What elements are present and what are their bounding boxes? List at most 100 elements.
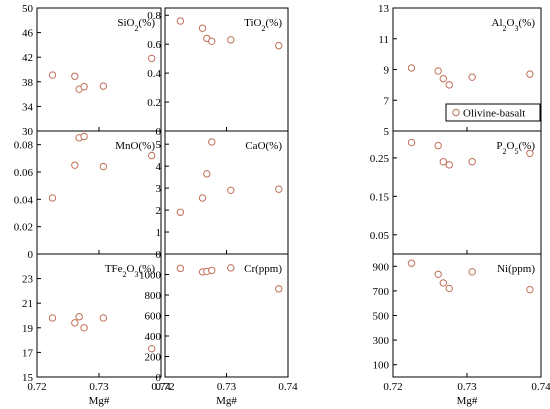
x-tick-label: 0.74 (278, 381, 298, 393)
data-point (275, 41, 283, 50)
panel-label: P2O5(%) (496, 140, 535, 156)
data-point (445, 81, 453, 89)
data-point (275, 285, 283, 293)
panel-al2o3: 5 7 9 11 13 Al2O3(%) Olivine-basalt (378, 3, 542, 138)
y-tick-label: 0.4 (147, 68, 161, 80)
panel-label: SiO2(%) (117, 17, 155, 33)
y-tick-label: 2 (156, 205, 162, 217)
data-point (208, 138, 216, 146)
data-point (48, 194, 57, 202)
y-tick-label: 0.05 (370, 230, 390, 242)
panel-label: TiO2(%) (244, 17, 282, 33)
y-tick-label: 15 (22, 372, 34, 384)
data-point (434, 270, 442, 278)
x-tick-label: 0.74 (531, 381, 550, 393)
y-tick-label: 30 (22, 126, 34, 138)
data-point (71, 319, 79, 327)
data-point (468, 73, 476, 81)
y-tick-label: 5 (156, 139, 162, 151)
data-point (198, 194, 207, 202)
y-tick-label: 700 (373, 286, 390, 298)
y-tick-label: 0 (28, 249, 34, 261)
panel-label: MnO(%) (115, 140, 155, 152)
data-point (227, 186, 235, 195)
panel-label: TFe2O3(%) (105, 263, 156, 279)
panel-tfe2o3: 15 17 19 21 23 0.72 0.73 0.74 TFe2O3(%) Mg# (22, 253, 171, 407)
x-axis-label: Mg# (457, 395, 478, 407)
x-tick-label: 0.74 (151, 381, 171, 393)
legend-box (445, 103, 541, 122)
data-point (445, 284, 453, 293)
y-tick-label: 900 (373, 261, 390, 273)
x-tick-label: 0.72 (155, 381, 174, 393)
y-tick-label: 0 (156, 372, 162, 384)
y-tick-label: 0.25 (370, 153, 390, 165)
data-point (148, 151, 156, 160)
y-tick-label: 800 (145, 290, 162, 302)
x-axis-label: Mg# (89, 395, 110, 407)
y-tick-label: 400 (145, 331, 162, 343)
y-tick-label: 0 (156, 249, 162, 261)
y-tick-label: 0.2 (147, 97, 161, 109)
y-tick-label: 0.06 (14, 167, 34, 179)
panel-label: Ni(ppm) (497, 263, 535, 275)
data-point (468, 158, 476, 166)
data-point (99, 82, 108, 90)
data-point (48, 314, 57, 322)
data-point (407, 259, 416, 267)
y-tick-label: 9 (384, 65, 390, 77)
data-point (80, 324, 88, 332)
data-point (208, 37, 216, 45)
data-point (198, 24, 207, 32)
data-point (434, 141, 442, 150)
y-tick-label: 0.04 (14, 194, 34, 206)
y-tick-label: 1 (156, 227, 162, 239)
data-point (176, 264, 185, 273)
y-tick-label: 19 (22, 323, 34, 335)
y-tick-label: 7 (384, 95, 390, 107)
panel-mno: 0 0.02 0.04 0.06 0.08 MnO(%) (14, 130, 162, 261)
y-tick-label: 38 (22, 77, 34, 89)
y-tick-label: 3 (156, 183, 162, 195)
data-point (439, 75, 448, 83)
data-point (526, 285, 534, 294)
y-tick-label: 50 (22, 3, 34, 15)
legend: Olivine-basalt (445, 103, 541, 122)
x-tick-label: 0.73 (217, 381, 237, 393)
data-point (176, 17, 185, 25)
data-point (80, 132, 88, 141)
data-point (75, 313, 83, 321)
data-point (468, 268, 476, 276)
data-point (99, 162, 108, 171)
y-tick-label: 1000 (139, 270, 162, 282)
panel-sio2: 30 34 38 42 46 50 SiO2(%) (22, 3, 162, 138)
y-tick-label: 46 (22, 28, 34, 40)
data-point (203, 170, 211, 178)
x-tick-label: 0.73 (457, 381, 477, 393)
y-tick-label: 23 (22, 274, 34, 286)
y-tick-label: 0.08 (14, 140, 34, 152)
data-point (148, 345, 156, 353)
y-tick-label: 34 (22, 101, 34, 113)
data-point (176, 208, 185, 216)
y-tick-label: 0.15 (370, 191, 390, 203)
y-tick-label: 21 (22, 298, 33, 310)
data-point (526, 149, 534, 157)
data-point (208, 266, 216, 275)
panel-label: Al2O3(%) (492, 17, 536, 33)
y-tick-label: 600 (145, 311, 162, 323)
data-point (227, 36, 235, 44)
panel-ni-ppm: 100 300 500 700 900 0.72 0.73 0.74 Ni(ppm) Mg# (373, 253, 550, 407)
y-tick-label: 4 (156, 161, 162, 173)
data-point (99, 314, 108, 322)
data-point (275, 185, 283, 193)
panel-tio2: 0 0.2 0.4 0.6 0.8 TiO2(%) (147, 7, 289, 138)
y-tick-label: 300 (373, 335, 390, 347)
data-point (148, 54, 156, 63)
legend-marker (452, 108, 460, 117)
x-tick-label: 0.72 (383, 381, 402, 393)
data-point (227, 264, 235, 272)
y-tick-label: 42 (22, 52, 33, 64)
data-point (526, 70, 534, 78)
